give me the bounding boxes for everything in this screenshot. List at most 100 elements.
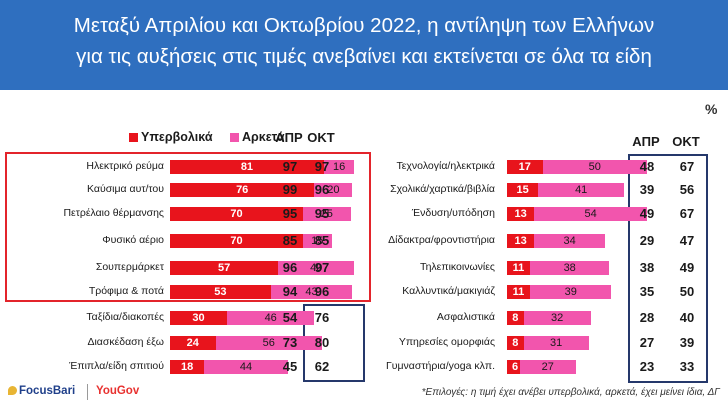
bar-segment-excessive: 76 xyxy=(170,183,315,197)
data-label: 44 xyxy=(239,361,253,373)
apr-value: 73 xyxy=(282,335,298,350)
category-label: Ηλεκτρικό ρεύμα xyxy=(86,160,164,172)
page-title-line-1: Μεταξύ Απριλίου και Οκτωβρίου 2022, η αν… xyxy=(73,14,655,37)
speech-bubble-icon xyxy=(8,386,17,395)
apr-value: 39 xyxy=(639,182,655,197)
bar-segment-enough: 46 xyxy=(227,311,315,325)
bar-segment-excessive: 70 xyxy=(170,234,303,248)
yougov-logo: YouGov xyxy=(96,385,140,397)
apr-value: 54 xyxy=(282,310,298,325)
category-label: Δίδακτρα/φροντιστήρια xyxy=(388,234,495,246)
data-label: 13 xyxy=(514,208,527,220)
data-label: 39 xyxy=(564,286,577,298)
bar-segment-excessive: 30 xyxy=(170,311,227,325)
data-label: 11 xyxy=(512,286,525,298)
oct-value: 96 xyxy=(314,182,330,197)
bar-segment-excessive: 24 xyxy=(170,336,216,350)
legend-swatch-series2 xyxy=(230,133,239,142)
oct-value: 96 xyxy=(314,284,330,299)
data-label: 20 xyxy=(327,184,340,196)
apr-value: 27 xyxy=(639,335,655,350)
left-col-header-apr: ΑΠΡ xyxy=(275,130,303,145)
data-label: 54 xyxy=(584,208,597,220)
data-label: 38 xyxy=(563,262,576,274)
bar-segment-excessive: 53 xyxy=(170,285,271,299)
data-label: 56 xyxy=(262,337,275,349)
apr-value: 99 xyxy=(282,182,298,197)
data-label: 43 xyxy=(305,286,318,298)
category-label: Έπιπλα/είδη σπιτιού xyxy=(69,360,164,372)
highlight-box-red xyxy=(5,152,371,302)
bar-segment-enough: 41 xyxy=(538,183,625,197)
logo-divider xyxy=(87,384,88,400)
bar-segment-excessive: 15 xyxy=(507,183,539,197)
right-col-header-oct: ΟΚΤ xyxy=(672,134,700,149)
category-label: Πετρέλαιο θέρμανσης xyxy=(63,207,164,219)
bar-segment-excessive: 17 xyxy=(507,160,543,174)
data-label: 13 xyxy=(514,235,527,247)
bar-segment-enough: 44 xyxy=(204,360,288,374)
legend-swatch-series1 xyxy=(129,133,138,142)
bar-segment-excessive: 70 xyxy=(170,207,303,221)
legend-label-series2: Αρκετά xyxy=(242,130,285,144)
oct-value: 49 xyxy=(679,260,695,275)
apr-value: 35 xyxy=(639,284,655,299)
footnote: *Επιλογές: η τιμή έχει ανέβει υπερβολικά… xyxy=(421,387,720,398)
data-label: 24 xyxy=(186,337,199,349)
category-label: Σχολικά/χαρτικά/βιβλία xyxy=(390,183,495,195)
apr-value: 97 xyxy=(282,159,298,174)
category-label: Σουπερμάρκετ xyxy=(95,261,164,273)
apr-value: 38 xyxy=(639,260,655,275)
oct-value: 85 xyxy=(314,233,330,248)
oct-value: 95 xyxy=(314,206,330,221)
data-label: 16 xyxy=(332,161,346,173)
data-label: 70 xyxy=(230,235,243,247)
oct-value: 33 xyxy=(679,359,695,374)
oct-value: 39 xyxy=(679,335,695,350)
oct-value: 97 xyxy=(314,260,330,275)
focusbari-logo: FocusBari xyxy=(8,385,75,397)
apr-value: 49 xyxy=(639,206,655,221)
apr-value: 45 xyxy=(282,359,298,374)
data-label: 57 xyxy=(218,262,231,274)
category-label: Καύσιμα αυτ/του xyxy=(87,183,164,195)
unit-label: % xyxy=(705,101,718,117)
data-label: 27 xyxy=(541,361,554,373)
bar-segment-excessive: 18 xyxy=(170,360,205,374)
apr-value: 23 xyxy=(639,359,655,374)
data-label: 41 xyxy=(575,184,588,196)
data-label: 30 xyxy=(192,312,205,324)
bar-segment-excessive: 8 xyxy=(507,311,524,325)
highlight-box-right xyxy=(628,154,708,383)
bar-segment-enough: 25 xyxy=(303,207,351,221)
bar-segment-enough: 15 xyxy=(303,234,332,248)
bar-segment-excessive: 57 xyxy=(170,261,279,275)
bar-segment-enough: 27 xyxy=(519,360,576,374)
bar-segment-enough: 43 xyxy=(270,285,353,299)
data-label: 34 xyxy=(563,235,576,247)
bar-segment-excessive: 13 xyxy=(507,234,535,248)
data-label: 8 xyxy=(512,337,519,349)
bar-segment-enough: 32 xyxy=(523,311,591,325)
oct-value: 67 xyxy=(679,206,695,221)
focusbari-logo-text: FocusBari xyxy=(19,385,76,397)
category-label: Ένδυση/υπόδηση xyxy=(411,207,495,219)
bar-segment-enough: 38 xyxy=(529,261,610,275)
data-label: 8 xyxy=(512,312,519,324)
legend-label-series1: Υπερβολικά xyxy=(141,130,213,144)
data-label: 81 xyxy=(240,161,254,173)
category-label: Υπηρεσίες ομορφιάς xyxy=(398,336,495,348)
category-label: Διασκέδαση έξω xyxy=(87,336,164,348)
category-label: Τρόφιμα & ποτά xyxy=(88,285,164,297)
category-label: Τεχνολογία/ηλεκτρικά xyxy=(396,160,495,172)
category-label: Ταξίδια/διακοπές xyxy=(86,311,164,323)
category-label: Γυμναστήρια/yoga κλπ. xyxy=(385,360,495,372)
bar-segment-excessive: 81 xyxy=(170,160,324,174)
bar-segment-excessive: 11 xyxy=(507,285,530,299)
apr-value: 94 xyxy=(282,284,298,299)
apr-value: 95 xyxy=(282,206,298,221)
bar-segment-enough: 20 xyxy=(314,183,353,197)
bar-segment-enough: 54 xyxy=(534,207,648,221)
bar-segment-excessive: 8 xyxy=(507,336,524,350)
page-title-line-2: για τις αυξήσεις στις τιμές ανεβαίνει κα… xyxy=(76,45,652,68)
